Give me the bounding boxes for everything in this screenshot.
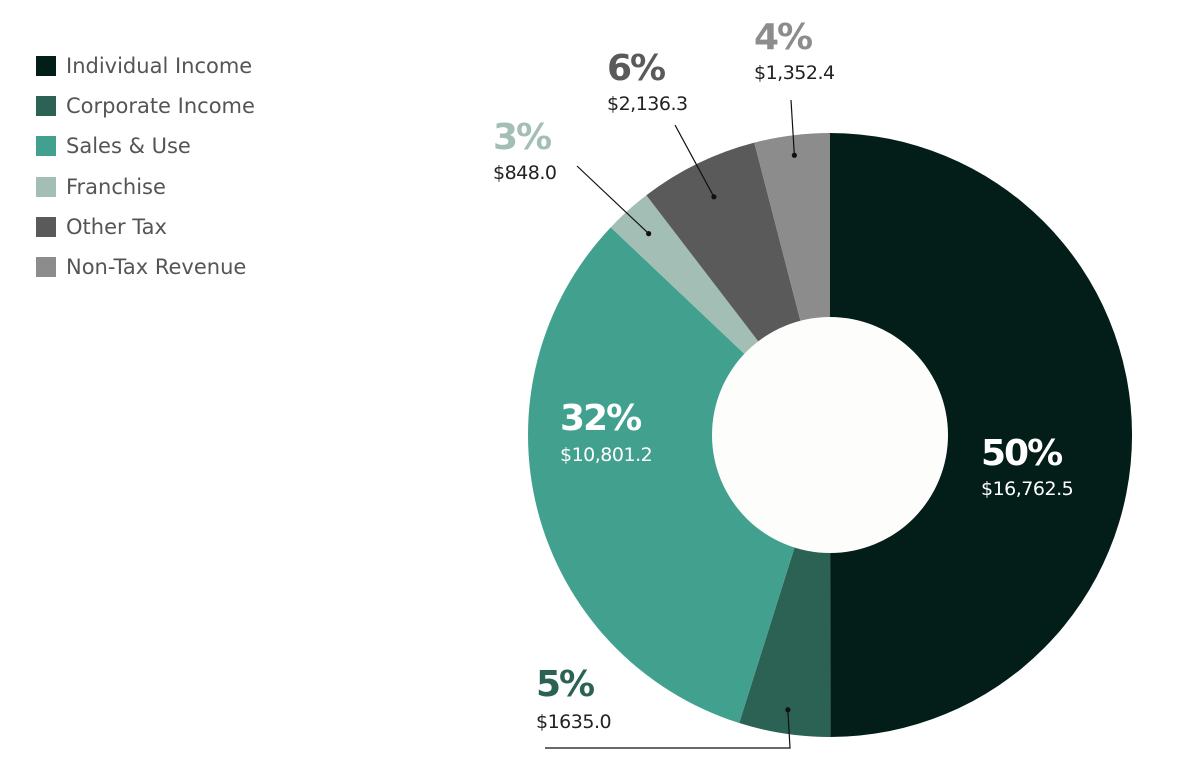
leader-dot (791, 152, 797, 158)
legend-swatch (36, 176, 56, 197)
legend-item: Corporate Income (36, 86, 255, 126)
leader-line (674, 124, 715, 198)
percent-label: 4% (754, 17, 812, 58)
percent-label: 6% (607, 48, 665, 89)
legend-swatch (36, 56, 56, 77)
legend-swatch (36, 96, 56, 117)
legend-swatch (36, 136, 56, 157)
legend-item: Franchise (36, 167, 255, 207)
legend-item: Individual Income (36, 46, 255, 86)
leader-dot (785, 707, 791, 713)
donut-slice (830, 133, 1133, 737)
legend-item: Other Tax (36, 207, 255, 247)
value-label: $848.0 (493, 162, 556, 184)
legend-label: Sales & Use (66, 134, 191, 159)
percent-label: 5% (536, 664, 594, 705)
legend-label: Individual Income (66, 54, 253, 79)
donut-hole (712, 317, 948, 553)
legend-label: Other Tax (66, 214, 167, 239)
percent-label: 3% (493, 117, 551, 158)
leader-line (790, 99, 795, 156)
chart-legend: Individual Income Corporate Income Sales &… (36, 46, 255, 287)
leader-dot (711, 194, 717, 200)
leader-line (576, 165, 650, 235)
legend-label: Franchise (66, 174, 166, 199)
value-label: $10,801.2 (560, 444, 652, 466)
legend-label: Non-Tax Revenue (66, 255, 247, 280)
legend-item: Sales & Use (36, 126, 255, 166)
leader-line (545, 709, 791, 749)
value-label: $1,352.4 (754, 62, 835, 84)
percent-label: 50% (981, 433, 1062, 474)
donut-slice (527, 227, 830, 724)
percent-label: 32% (560, 398, 641, 439)
legend-item: Non-Tax Revenue (36, 247, 255, 287)
legend-swatch (36, 216, 56, 237)
legend-swatch (36, 257, 56, 278)
value-label: $16,762.5 (981, 478, 1073, 500)
value-label: $2,136.3 (607, 93, 688, 115)
leader-dot (646, 231, 652, 237)
value-label: $1635.0 (536, 711, 611, 733)
legend-label: Corporate Income (66, 94, 255, 119)
